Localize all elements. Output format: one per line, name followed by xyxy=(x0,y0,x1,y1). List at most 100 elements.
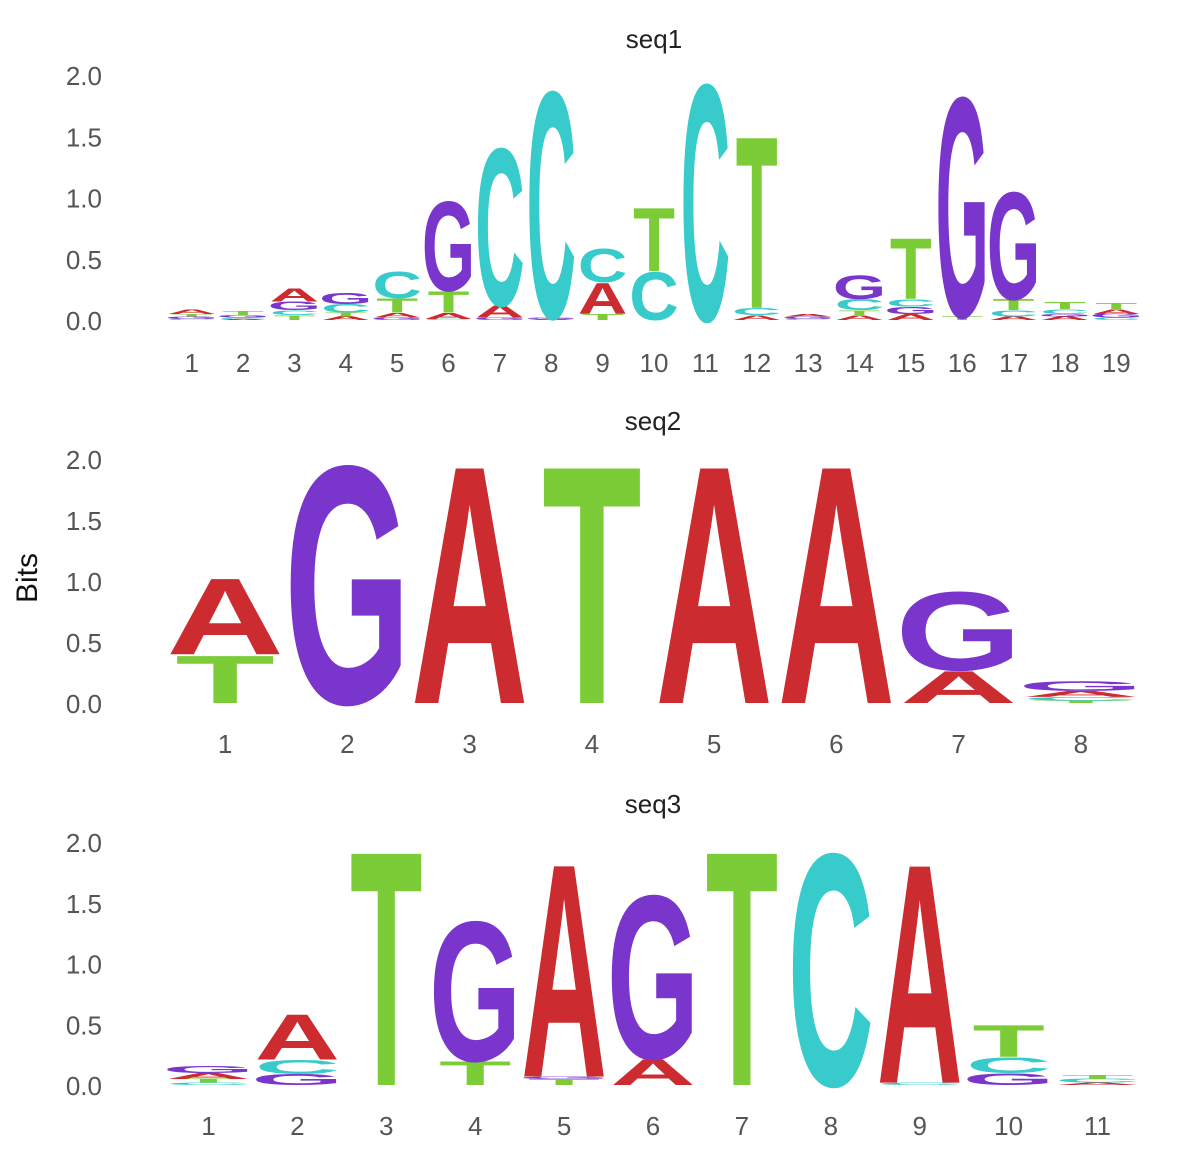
logo-letter-C: C xyxy=(783,318,832,320)
y-tick-label: 2.0 xyxy=(66,445,102,475)
logo-letter-G: G xyxy=(884,305,937,316)
logo-letter-C: C xyxy=(578,238,627,292)
logo-letter-C: C xyxy=(1055,1078,1141,1084)
logo-letter-G: G xyxy=(429,879,521,1103)
x-tick-label: 1 xyxy=(218,729,232,759)
logo-letter-G: G xyxy=(1090,313,1143,319)
logo-letter-G: G xyxy=(1038,313,1091,317)
x-tick-label: 4 xyxy=(468,1111,482,1141)
panel-title: seq3 xyxy=(625,789,681,819)
logo-letter-T: T xyxy=(993,296,1035,313)
logo-letter-A: A xyxy=(1092,308,1141,316)
logo-letter-A: A xyxy=(900,662,1018,713)
logo-letter-A: A xyxy=(578,275,627,324)
logo-letter-T: T xyxy=(273,314,315,322)
x-tick-label: 2 xyxy=(290,1111,304,1141)
logo-letter-A: A xyxy=(372,312,421,320)
logo-letter-G: G xyxy=(162,1064,254,1075)
logo-letter-C: C xyxy=(166,1082,252,1086)
logo-letter-A: A xyxy=(424,311,473,320)
y-axis-label: Bits xyxy=(11,552,44,603)
logo-letter-A: A xyxy=(783,313,832,317)
x-tick-label: 10 xyxy=(994,1111,1023,1141)
logo-letter-G: G xyxy=(165,316,218,320)
logo-letter-C: C xyxy=(321,302,370,315)
logo-letter-T: T xyxy=(350,782,422,1157)
logo-letter-T: T xyxy=(972,1016,1044,1067)
logo-letter-C: C xyxy=(877,1082,963,1086)
x-tick-label: 6 xyxy=(441,348,455,378)
y-tick-label: 1.5 xyxy=(66,889,102,919)
x-tick-label: 13 xyxy=(794,348,823,378)
logo-letter-C: C xyxy=(966,1053,1052,1078)
logo-letter-T: T xyxy=(376,294,418,317)
logo-letter-A: A xyxy=(166,556,284,678)
x-tick-label: 10 xyxy=(640,348,669,378)
y-tick-label: 2.0 xyxy=(66,61,102,91)
panel-title: seq2 xyxy=(625,406,681,436)
x-tick-label: 9 xyxy=(595,348,609,378)
x-tick-label: 17 xyxy=(999,348,1028,378)
logo-letter-G: G xyxy=(963,1070,1055,1089)
logo-letter-A: A xyxy=(475,302,524,321)
logo-letter-T: T xyxy=(1044,300,1086,311)
logo-letter-G: G xyxy=(987,161,1040,333)
x-tick-label: 11 xyxy=(692,348,719,378)
y-tick-label: 1.0 xyxy=(66,567,102,597)
logo-letter-G: G xyxy=(268,299,321,312)
y-tick-label: 0.0 xyxy=(66,689,102,719)
x-tick-label: 6 xyxy=(646,1111,660,1141)
y-tick-label: 0.0 xyxy=(66,306,102,336)
x-tick-label: 4 xyxy=(339,348,353,378)
x-tick-label: 7 xyxy=(951,729,965,759)
x-tick-label: 12 xyxy=(742,348,771,378)
x-tick-label: 3 xyxy=(462,729,476,759)
logo-letter-G: G xyxy=(833,269,886,307)
logo-letter-G: G xyxy=(607,848,699,1109)
logo-letter-C: C xyxy=(1092,317,1141,321)
logo-letter-G: G xyxy=(781,316,834,320)
logo-letter-G: G xyxy=(284,394,411,775)
logo-letter-T: T xyxy=(706,782,778,1157)
x-tick-label: 8 xyxy=(824,1111,838,1141)
y-tick-label: 0.5 xyxy=(66,245,102,275)
logo-letter-T: T xyxy=(172,1078,244,1084)
x-tick-label: 16 xyxy=(948,348,977,378)
x-tick-label: 7 xyxy=(735,1111,749,1141)
logo-letter-A: A xyxy=(989,315,1038,321)
logo-letter-G: G xyxy=(371,317,424,321)
logo-letter-A: A xyxy=(655,394,773,775)
y-tick-label: 1.5 xyxy=(66,122,102,152)
logo-letter-A: A xyxy=(321,315,370,321)
x-tick-label: 1 xyxy=(184,348,198,378)
logo-letter-T: T xyxy=(890,220,932,318)
x-tick-label: 6 xyxy=(829,729,843,759)
logo-letter-T: T xyxy=(175,642,275,718)
logo-letter-A: A xyxy=(610,1051,696,1093)
x-tick-label: 19 xyxy=(1102,348,1131,378)
logo-letter-T: T xyxy=(633,190,675,292)
x-tick-label: 5 xyxy=(390,348,404,378)
logo-letter-T: T xyxy=(839,309,881,317)
logo-letter-T: T xyxy=(428,285,470,319)
x-tick-label: 4 xyxy=(585,729,599,759)
x-tick-label: 8 xyxy=(1074,729,1088,759)
x-tick-label: 2 xyxy=(340,729,354,759)
logo-letter-C: C xyxy=(788,784,874,1156)
logo-letter-C: C xyxy=(629,258,678,335)
logo-letter-C: C xyxy=(835,296,884,313)
logo-letter-C: C xyxy=(681,14,730,392)
x-tick-label: 3 xyxy=(379,1111,393,1141)
logo-letter-C: C xyxy=(475,102,524,354)
y-tick-label: 0.0 xyxy=(66,1071,102,1101)
logo-letter-C: C xyxy=(270,309,319,317)
y-tick-label: 1.5 xyxy=(66,506,102,536)
x-tick-label: 5 xyxy=(707,729,721,759)
logo-letter-A: A xyxy=(835,314,884,322)
x-tick-label: 3 xyxy=(287,348,301,378)
logo-letter-G: G xyxy=(422,175,475,318)
logo-letter-C: C xyxy=(527,23,576,387)
logo-letter-G: G xyxy=(251,1071,343,1088)
x-tick-label: 8 xyxy=(544,348,558,378)
